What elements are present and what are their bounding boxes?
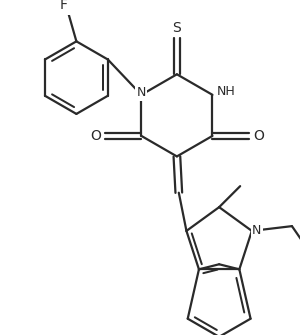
Text: F: F <box>60 0 68 12</box>
Text: NH: NH <box>216 85 235 98</box>
Text: O: O <box>90 129 101 143</box>
Text: N: N <box>137 86 146 99</box>
Text: N: N <box>252 224 261 238</box>
Text: O: O <box>253 129 264 143</box>
Text: S: S <box>173 21 181 36</box>
